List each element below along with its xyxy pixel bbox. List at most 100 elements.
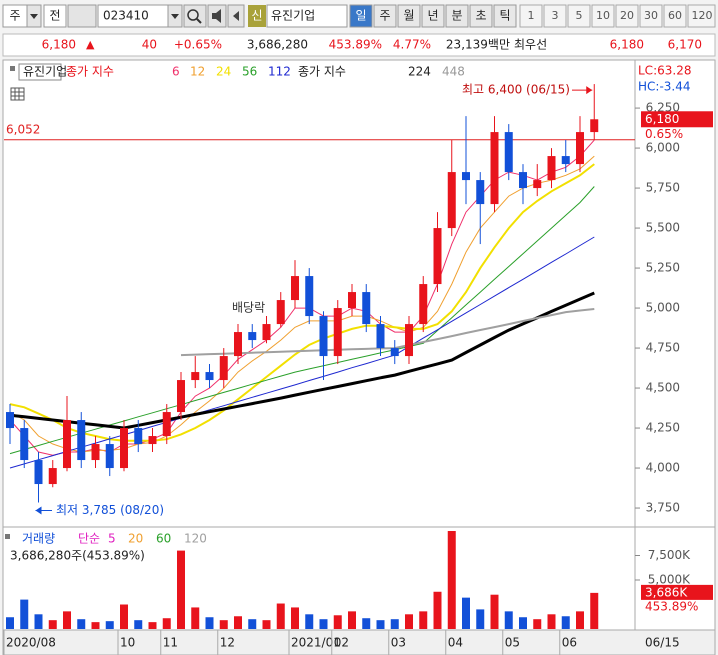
mode: 전 — [49, 9, 60, 23]
min-note: 최저 3,785 (08/20) — [56, 503, 164, 517]
candle-body — [276, 300, 285, 325]
volume: 3,686,280 — [247, 38, 308, 52]
volume-bar — [91, 622, 100, 629]
arrow — [30, 14, 38, 19]
y-tick-label: 5,250 — [646, 261, 680, 275]
interval-label: 20 — [620, 9, 634, 22]
candle-body — [576, 132, 584, 165]
amount: 23,139백만 — [446, 38, 510, 52]
y-tick-label: 6,000 — [646, 141, 680, 155]
last-date: 06/15 — [645, 636, 680, 650]
interval-button[interactable] — [519, 4, 543, 28]
period-button[interactable] — [469, 4, 493, 28]
candle-body — [533, 180, 542, 189]
y-tick-label: 5,000 — [646, 301, 680, 315]
chart-frame — [2, 59, 716, 631]
interval-label: 60 — [668, 9, 682, 22]
search-button[interactable] — [183, 4, 207, 28]
volume-bar — [533, 619, 542, 629]
candle-body — [205, 372, 214, 381]
candle-body — [91, 444, 100, 461]
candle-body — [134, 428, 143, 445]
legend-entry: 448 — [442, 65, 465, 79]
period-button[interactable] — [421, 4, 445, 28]
last-volume-box — [641, 584, 713, 600]
candle-body — [105, 444, 114, 469]
candle-body — [48, 468, 57, 485]
arrow — [233, 11, 239, 21]
period-button[interactable] — [397, 4, 421, 28]
table-icon[interactable] — [10, 87, 25, 101]
volume-bar — [191, 607, 200, 629]
x-tick-label: 04 — [448, 636, 463, 650]
period-label: 월 — [403, 9, 414, 23]
volume-bar — [120, 604, 128, 629]
volume-ma-name: 60 — [156, 532, 171, 546]
candle-body — [433, 228, 442, 285]
change: 40 — [142, 38, 157, 52]
volume-bar — [348, 611, 356, 629]
ma-line — [9, 291, 595, 430]
arrow: ▲ — [86, 38, 95, 51]
interval-label: 10 — [596, 9, 610, 22]
y-tick-label: 5,500 — [646, 221, 680, 235]
interval-button[interactable] — [591, 4, 615, 28]
volume-bar — [319, 619, 328, 629]
volume-bar — [376, 620, 385, 629]
candle-body — [177, 380, 185, 413]
interval-label: 30 — [644, 9, 658, 22]
candle-body — [405, 324, 413, 357]
volume-bar — [219, 620, 228, 629]
period-button[interactable] — [373, 4, 397, 28]
x-tick-label: 05 — [505, 636, 520, 650]
candle-body — [219, 356, 228, 381]
interval-button[interactable] — [639, 4, 663, 28]
x-tick-label: 2021/01 — [291, 636, 341, 650]
volume-bar — [462, 597, 470, 629]
hc: HC:-3.44 — [638, 80, 691, 94]
interval-label: 1 — [528, 9, 535, 22]
toolbar-buttons: 일 주 월 년 분 초 틱 1 3 5 10 20 30 60 120 — [349, 4, 716, 28]
interval-button[interactable] — [663, 4, 687, 28]
candle-body — [291, 276, 299, 301]
interval-button[interactable] — [543, 4, 567, 28]
volume-bar — [276, 603, 285, 629]
volume-bar — [519, 617, 527, 629]
x-tick-label: 12 — [220, 636, 235, 650]
volume-ma-name: 120 — [184, 532, 207, 546]
period-label: 분 — [451, 9, 462, 23]
name-box — [266, 4, 348, 28]
volume-bar — [561, 616, 570, 629]
candle-body — [490, 132, 499, 205]
candle-body — [519, 172, 527, 189]
volume-bar — [20, 599, 29, 629]
volume-bar — [63, 611, 71, 629]
event-note: 배당락 — [232, 301, 265, 315]
change-pct: +0.65% — [174, 38, 222, 52]
sound-icon — [212, 9, 221, 23]
candle-body — [561, 156, 570, 165]
candle-body — [162, 412, 171, 437]
x-tick-label: 10 — [120, 636, 135, 650]
candle-body — [362, 292, 371, 325]
mode-box[interactable] — [43, 4, 67, 28]
interval-button[interactable] — [615, 4, 639, 28]
period-button[interactable] — [493, 4, 517, 28]
interval-button[interactable] — [567, 4, 591, 28]
search-icon — [187, 9, 199, 21]
interval-button[interactable] — [687, 4, 716, 28]
max-note: 최고 6,400 (06/15) — [462, 83, 570, 97]
bid: 6,170 — [668, 38, 702, 52]
volume-bar — [291, 607, 299, 629]
period-button[interactable] — [445, 4, 469, 28]
volume-bar — [262, 620, 271, 629]
arrow — [35, 506, 42, 515]
volume-ma-name: 5 — [108, 532, 116, 546]
legend-entry: 56 — [242, 65, 257, 79]
candle-body — [348, 292, 356, 309]
period-label: 틱 — [499, 9, 510, 23]
legend-entry: 24 — [216, 65, 231, 79]
stock-name: 유진기업 — [271, 9, 315, 23]
period-button[interactable] — [349, 4, 373, 28]
